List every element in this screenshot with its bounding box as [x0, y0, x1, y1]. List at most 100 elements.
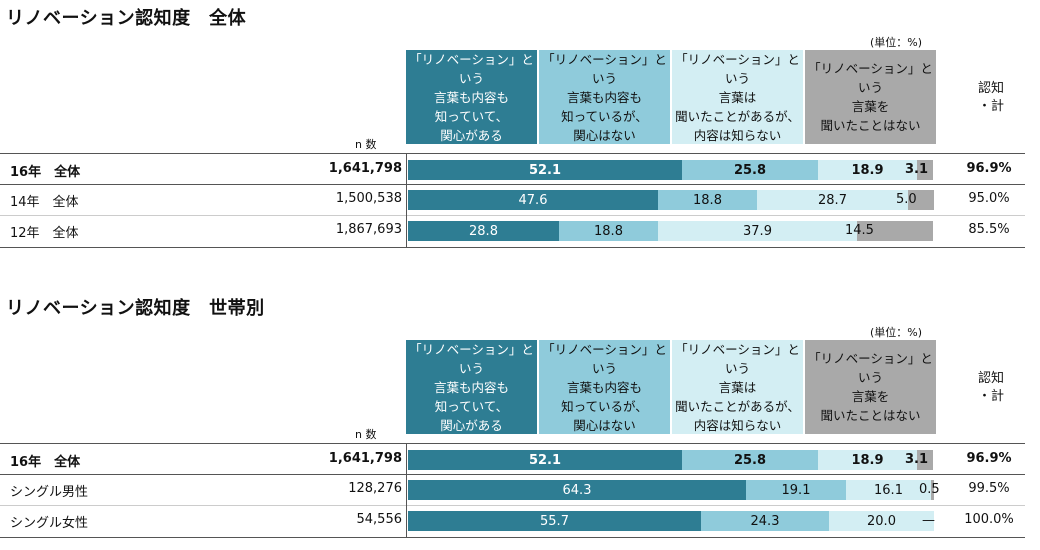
legend-header-2: 「リノベーション」という言葉は聞いたことがあるが、 内容は知らない: [672, 50, 803, 144]
data-label: —: [922, 513, 935, 528]
legend-header-text: 「リノベーション」という 言葉も内容も 知っているが、 関心はない: [541, 50, 668, 145]
legend-header-line: 内容は知らない: [693, 127, 782, 143]
data-label: 18.8: [594, 223, 623, 239]
legend-header-0: 「リノベーション」という 言葉も内容も 知っていて、 関心がある: [406, 340, 537, 434]
stacked-bar: 28.8 18.8 37.9 14.5: [408, 221, 934, 241]
data-label: 3.1: [905, 452, 929, 467]
bar-segment-0: 28.8: [408, 221, 559, 241]
legend-header-line: 言葉も内容も: [433, 379, 509, 395]
legend-header-line: 「リノベーション」という: [542, 341, 667, 376]
chart-panel-overall: リノベーション認知度 全体 (単位：%) 「リノベーション」という 言葉も内容も 知って…: [0, 0, 1040, 260]
data-label: 16.1: [874, 482, 903, 498]
legend-header-line: 聞いたことがあるが、: [675, 108, 800, 124]
legend-header-line: 「リノベーション」という: [675, 51, 800, 86]
row-n-count: 1,641,798: [328, 161, 402, 176]
top-rule: [0, 153, 1025, 154]
chart-panel-household: リノベーション認知度 世帯別 (単位：%) 「リノベーション」という 言葉も内容も 知っ…: [0, 290, 1040, 550]
ninchi-total-value: 96.9%: [966, 161, 1012, 176]
data-label: 14.5: [845, 223, 874, 238]
bar-segment-3: 3.1: [905, 160, 933, 180]
bar-segment-0: 52.1: [408, 450, 682, 470]
legend-header-line: 知っているが、: [561, 108, 648, 124]
ninchi-total-header-line: 認知: [977, 371, 1004, 386]
legend-header-line: 言葉も内容も: [433, 89, 509, 105]
data-label: 5.0: [896, 192, 917, 207]
ninchi-total-header: 認知 ・計: [966, 80, 1016, 116]
row-label: シングル男性: [10, 485, 89, 500]
row-n-count: 1,500,538: [335, 191, 402, 206]
data-label: 0.5: [919, 482, 940, 497]
legend-header-line: 内容は知らない: [693, 417, 782, 433]
legend-header-3: 「リノベーション」という 言葉を 聞いたことはない: [805, 340, 936, 434]
legend-header-0: 「リノベーション」という 言葉も内容も 知っていて、 関心がある: [406, 50, 537, 144]
row-n-count: 128,276: [348, 481, 402, 496]
bar-segment-2: 20.0: [829, 511, 934, 531]
bar-segment-1: 18.8: [658, 190, 757, 210]
stacked-bar: 52.1 25.8 18.9 3.1: [408, 160, 934, 180]
data-label: 28.8: [469, 223, 498, 239]
data-label: 18.9: [851, 162, 884, 178]
ninchi-total-value: 100.0%: [964, 512, 1014, 527]
legend-header-1: 「リノベーション」という 言葉も内容も 知っているが、 関心はない: [539, 50, 670, 144]
ninchi-total-header: 認知 ・計: [966, 370, 1016, 406]
bottom-rule: [0, 537, 1025, 538]
legend-header-line: 言葉は: [718, 379, 757, 395]
legend-header-line: 関心はない: [573, 127, 636, 143]
row-separator: [0, 184, 1025, 185]
stacked-bar: 47.6 18.8 28.7 5.0: [408, 190, 934, 210]
n-count-header: n 数: [355, 428, 377, 441]
data-label: 47.6: [518, 192, 548, 208]
data-label: 64.3: [562, 482, 592, 498]
bottom-rule: [0, 247, 1025, 248]
bar-segment-2: 18.9: [818, 160, 917, 180]
legend-header-text: 「リノベーション」という 言葉も内容も 知っていて、 関心がある: [408, 340, 535, 435]
row-n-count: 1,867,693: [335, 222, 402, 237]
data-label: 55.7: [540, 513, 569, 529]
legend-header-line: 「リノベーション」という: [808, 61, 933, 95]
row-separator: [0, 215, 1025, 216]
row-n-count: 1,641,798: [328, 451, 402, 466]
legend-header-line: 関心はない: [573, 417, 636, 433]
data-label: 18.9: [851, 452, 884, 468]
legend-header-line: 知っていて、: [434, 108, 509, 124]
legend-header-text: 「リノベーション」という 言葉を 聞いたことはない: [807, 59, 934, 135]
data-label: 37.9: [743, 223, 772, 239]
row-label: 16年 全体: [10, 455, 81, 470]
bar-segment-1: 18.8: [559, 221, 658, 241]
legend-header-line: 聞いたことはない: [820, 408, 921, 423]
bar-segment-0: 64.3: [408, 480, 746, 500]
row-label: 14年 全体: [10, 195, 79, 210]
legend-header-line: 「リノベーション」という: [808, 351, 933, 385]
ninchi-total-value: 95.0%: [968, 191, 1010, 206]
chart-title: リノベーション認知度 全体: [6, 8, 247, 29]
bar-segment-3: 5.0: [896, 190, 934, 210]
legend-header-2: 「リノベーション」という 言葉は 聞いたことがあるが、 内容は知らない: [672, 340, 803, 434]
row-label: 16年 全体: [10, 165, 81, 180]
top-rule: [0, 443, 1025, 444]
ninchi-total-value: 96.9%: [966, 451, 1012, 466]
data-label: 28.7: [818, 192, 847, 208]
data-label: 18.8: [693, 192, 722, 208]
stacked-bar: 64.3 19.1 16.1 0.5: [408, 480, 940, 500]
ninchi-total-value: 85.5%: [968, 222, 1010, 237]
bar-segment-2: 37.9: [658, 221, 857, 241]
bar-segment-3: 14.5: [845, 221, 933, 241]
stacked-bar: 52.1 25.8 18.9 3.1: [408, 450, 934, 470]
legend-header-line: 聞いたことはない: [820, 118, 921, 133]
legend-header-line: 聞いたことがあるが、: [675, 398, 800, 414]
row-separator: [0, 505, 1025, 506]
data-label: 3.1: [905, 162, 929, 177]
bar-segment-1: 25.8: [682, 450, 818, 470]
bar-segment-0: 47.6: [408, 190, 658, 210]
legend-header-line: 言葉は: [718, 89, 757, 105]
row-separator: [0, 474, 1025, 475]
data-label: 25.8: [733, 452, 767, 468]
bar-axis-line: [406, 443, 407, 537]
bar-segment-0: 55.7: [408, 511, 701, 531]
bar-axis-line: [406, 153, 407, 247]
ninchi-total-header-line: ・計: [977, 389, 1004, 404]
legend-header-text: 「リノベーション」という 言葉は 聞いたことがあるが、 内容は知らない: [674, 340, 801, 435]
bar-segment-2: 28.7: [757, 190, 908, 210]
bar-segment-2: 18.9: [818, 450, 917, 470]
n-count-header: n 数: [355, 138, 377, 151]
